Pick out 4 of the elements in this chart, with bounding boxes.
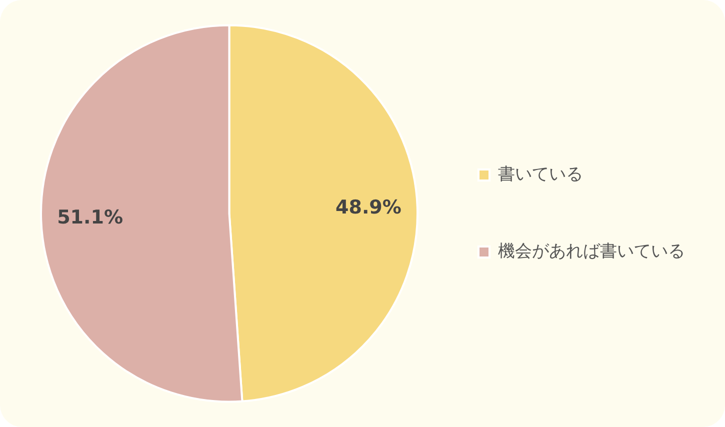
legend-label: 書いている (498, 164, 583, 184)
data-label: 48.9% (336, 196, 402, 219)
data-label: 51.1% (57, 206, 123, 228)
legend-label: 機会があれば書いている (498, 241, 685, 262)
